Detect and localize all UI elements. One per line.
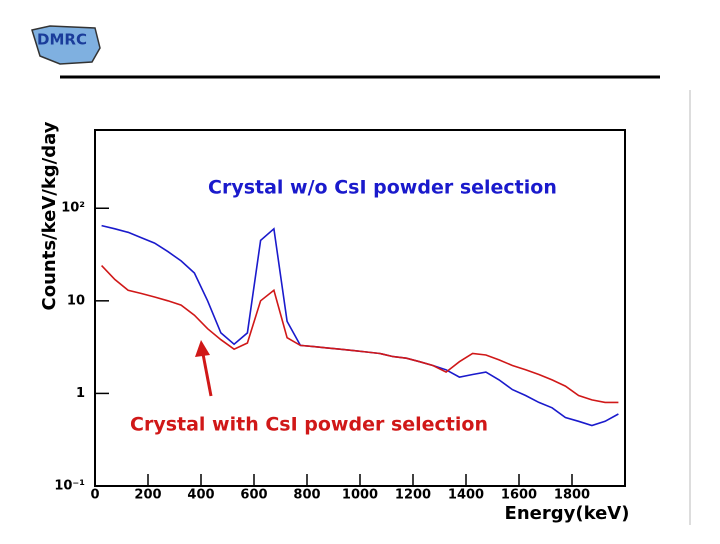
- logo: DMRC: [31, 25, 101, 65]
- x-tick-label: 400: [187, 488, 214, 503]
- y-tick-label: 1: [76, 386, 85, 401]
- x-tick-label: 1400: [448, 488, 484, 503]
- x-tick-label: 200: [134, 488, 161, 503]
- annotation: Crystal with CsI powder selection: [130, 414, 488, 436]
- y-tick-label: 10⁻¹: [54, 479, 85, 494]
- series-line: [101, 224, 619, 427]
- x-tick-label: 0: [90, 488, 99, 503]
- annotation: Crystal w/o CsI powder selection: [208, 177, 557, 199]
- arrow-head: [195, 340, 210, 357]
- logo-text: DMRC: [37, 31, 87, 49]
- x-axis-label: Energy(keV): [505, 503, 630, 524]
- arrow-shaft: [201, 353, 213, 397]
- x-tick-label: 600: [240, 488, 267, 503]
- logo-shape: [31, 25, 101, 65]
- x-tick-label: 1600: [501, 488, 537, 503]
- x-tick-label: 1200: [395, 488, 431, 503]
- x-tick-label: 800: [293, 488, 320, 503]
- series-line: [101, 265, 619, 404]
- x-tick-label: 1800: [554, 488, 590, 503]
- x-tick-label: 1000: [342, 488, 378, 503]
- y-tick-label: 10²: [61, 201, 85, 216]
- y-tick-label: 10: [67, 293, 85, 308]
- arrow: [195, 340, 213, 397]
- y-axis-label: Counts/keV/kg/day: [39, 121, 60, 310]
